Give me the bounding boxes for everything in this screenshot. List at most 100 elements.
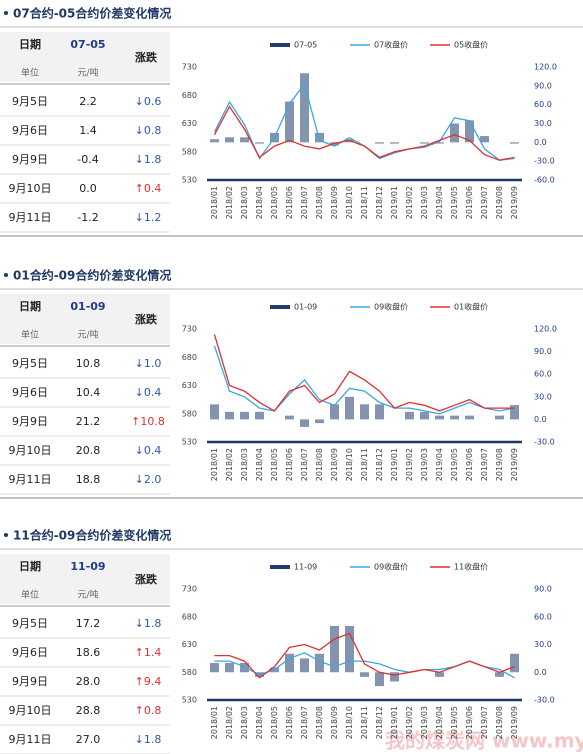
date-cell: 9月10日 [9, 704, 52, 717]
legend-label: 09收盘价 [374, 562, 408, 572]
x-tick-label: 2018/12 [375, 186, 384, 219]
header-cell: 01-09 [70, 300, 105, 313]
bar [495, 415, 504, 420]
bar [330, 626, 339, 673]
value-cell: 20.8 [76, 444, 101, 457]
x-tick-label: 2019/07 [480, 706, 489, 739]
y-tick-label: 530 [182, 696, 197, 705]
x-tick-label: 2018/05 [270, 448, 279, 481]
bar [330, 404, 339, 420]
y2-tick-label: -60.0 [534, 176, 555, 185]
x-tick-label: 2019/02 [405, 448, 414, 481]
x-tick-label: 2018/02 [225, 706, 234, 739]
value-cell: -1.2 [77, 211, 98, 224]
x-tick-label: 2019/02 [405, 706, 414, 739]
value-cell: 10.4 [76, 386, 101, 399]
x-tick-label: 2019/06 [465, 706, 474, 739]
date-cell: 9月9日 [12, 675, 48, 688]
x-tick-label: 2018/03 [240, 186, 249, 219]
bar [435, 672, 444, 677]
y2-tick-label: -30.0 [534, 438, 555, 447]
bar [285, 101, 294, 143]
x-tick-label: 2019/02 [405, 186, 414, 219]
y2-tick-label: 30.0 [534, 119, 552, 128]
x-tick-label: 2019/05 [450, 706, 459, 739]
y-tick-label: 730 [182, 63, 197, 72]
unit-cell: 元/吨 [77, 589, 98, 601]
x-tick-label: 2019/06 [465, 448, 474, 481]
change-cell: ↓1.2 [135, 211, 162, 224]
legend-label: 01收盘价 [454, 302, 488, 312]
watermark: 我的煤炭网 www.mycoal.cn [385, 729, 583, 753]
y2-tick-label: 90.0 [534, 585, 552, 594]
legend-label: 07-05 [294, 41, 317, 50]
x-tick-label: 2019/09 [510, 186, 519, 219]
y-tick-label: 630 [182, 381, 197, 390]
unit-cell: 元/吨 [77, 67, 98, 79]
change-cell: ↓1.8 [135, 617, 162, 630]
x-tick-label: 2018/07 [300, 706, 309, 739]
bar [240, 663, 249, 673]
y2-tick-label: 0.0 [534, 138, 547, 147]
y-tick-label: 680 [182, 91, 197, 100]
bullet [4, 273, 8, 277]
section-title: 01合约-09合约价差变化情况 [13, 268, 171, 283]
header-cell: 07-05 [70, 38, 105, 51]
x-tick-label: 2018/07 [300, 448, 309, 481]
section-title: 07合约-05合约价差变化情况 [13, 6, 171, 21]
x-tick-label: 2018/07 [300, 186, 309, 219]
y2-tick-label: 60.0 [534, 370, 552, 379]
bar [390, 142, 399, 144]
header-cell: 11-09 [70, 560, 105, 573]
date-cell: 9月10日 [9, 182, 52, 195]
x-tick-label: 2018/05 [270, 706, 279, 739]
bar [450, 123, 459, 143]
date-cell: 9月5日 [12, 357, 48, 370]
unit-cell: 元/吨 [77, 329, 98, 341]
y2-tick-label: -30.0 [534, 157, 555, 166]
change-cell: ↓1.8 [135, 733, 162, 746]
y2-tick-label: -30.0 [534, 696, 555, 705]
x-tick-label: 2019/01 [390, 186, 399, 219]
y-tick-label: 580 [182, 409, 197, 418]
bar [225, 137, 234, 143]
value-cell: 1.4 [79, 124, 97, 137]
x-tick-label: 2018/12 [375, 706, 384, 739]
header-cell: 涨跌 [135, 312, 158, 326]
x-tick-label: 2019/04 [435, 186, 444, 219]
bar [390, 672, 399, 682]
y-tick-label: 680 [182, 612, 197, 621]
header-cell: 日期 [19, 299, 41, 313]
y-tick-label: 580 [182, 668, 197, 677]
x-tick-label: 2018/10 [345, 448, 354, 481]
y2-tick-label: 120.0 [534, 63, 557, 72]
legend-label: 07收盘价 [374, 40, 408, 50]
change-cell: ↑9.4 [135, 675, 162, 688]
y2-tick-label: 90.0 [534, 347, 552, 356]
value-cell: -0.4 [77, 153, 98, 166]
date-cell: 9月10日 [9, 444, 52, 457]
x-tick-label: 2018/08 [315, 186, 324, 219]
change-cell: ↑0.4 [135, 182, 162, 195]
header-cell: 日期 [19, 37, 41, 51]
bar [375, 404, 384, 420]
x-tick-label: 2019/07 [480, 186, 489, 219]
value-cell: 0.0 [79, 182, 97, 195]
bar [315, 653, 324, 673]
legend-swatch [270, 565, 290, 569]
x-tick-label: 2019/03 [420, 186, 429, 219]
unit-cell: 单位 [21, 329, 39, 341]
x-tick-label: 2019/07 [480, 448, 489, 481]
y2-tick-label: 120.0 [534, 325, 557, 334]
y-tick-label: 630 [182, 640, 197, 649]
bar [300, 658, 309, 673]
x-tick-label: 2019/05 [450, 186, 459, 219]
bar [300, 419, 309, 427]
header-cell: 涨跌 [135, 572, 158, 586]
bar [420, 411, 429, 420]
y2-tick-label: 30.0 [534, 392, 552, 401]
x-tick-label: 2018/06 [285, 448, 294, 481]
y-tick-label: 580 [182, 147, 197, 156]
bar [210, 404, 219, 420]
